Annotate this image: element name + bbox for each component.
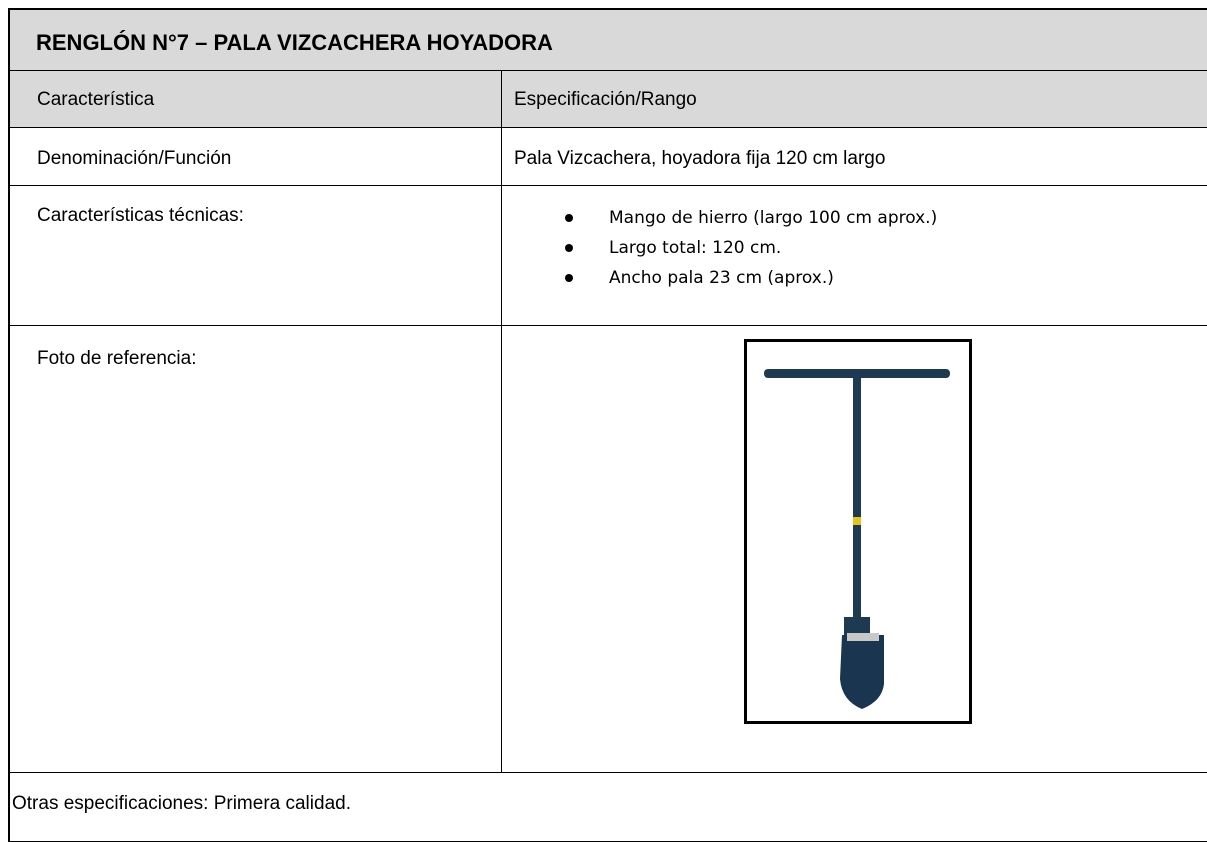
- row-label: Denominación/Función: [37, 148, 232, 169]
- bullet: Ancho pala 23 cm (aprox.): [565, 263, 937, 293]
- header-cell: [8, 70, 502, 128]
- title: RENGLÓN N°7 – PALA VIZCACHERA HOYADORA: [36, 30, 553, 55]
- row-value: Pala Vizcachera, hoyadora fija 120 cm la…: [514, 148, 886, 169]
- cell: [8, 325, 502, 773]
- page: Renglón {"header": {"title": "RENGLÓN N°…: [8, 8, 1207, 842]
- document: RENGLÓN N°7 – PALA VIZCACHERA HOYADORA C…: [8, 8, 1207, 842]
- footer-text: Otras especificaciones: Primera calidad.: [12, 793, 351, 814]
- reference-photo: [744, 339, 972, 724]
- bullet: Largo total: 120 cm.: [565, 233, 937, 263]
- title-row: [8, 8, 1207, 71]
- column-header: Característica: [37, 89, 155, 110]
- row-label: Foto de referencia:: [37, 348, 197, 369]
- bullet-list: Mango de hierro (largo 100 cm aprox.) La…: [565, 203, 937, 293]
- row-label: Características técnicas:: [37, 205, 244, 226]
- header-cell: [501, 70, 1207, 128]
- bullet: Mango de hierro (largo 100 cm aprox.): [565, 203, 937, 233]
- column-header: Especificación/Rango: [514, 89, 697, 110]
